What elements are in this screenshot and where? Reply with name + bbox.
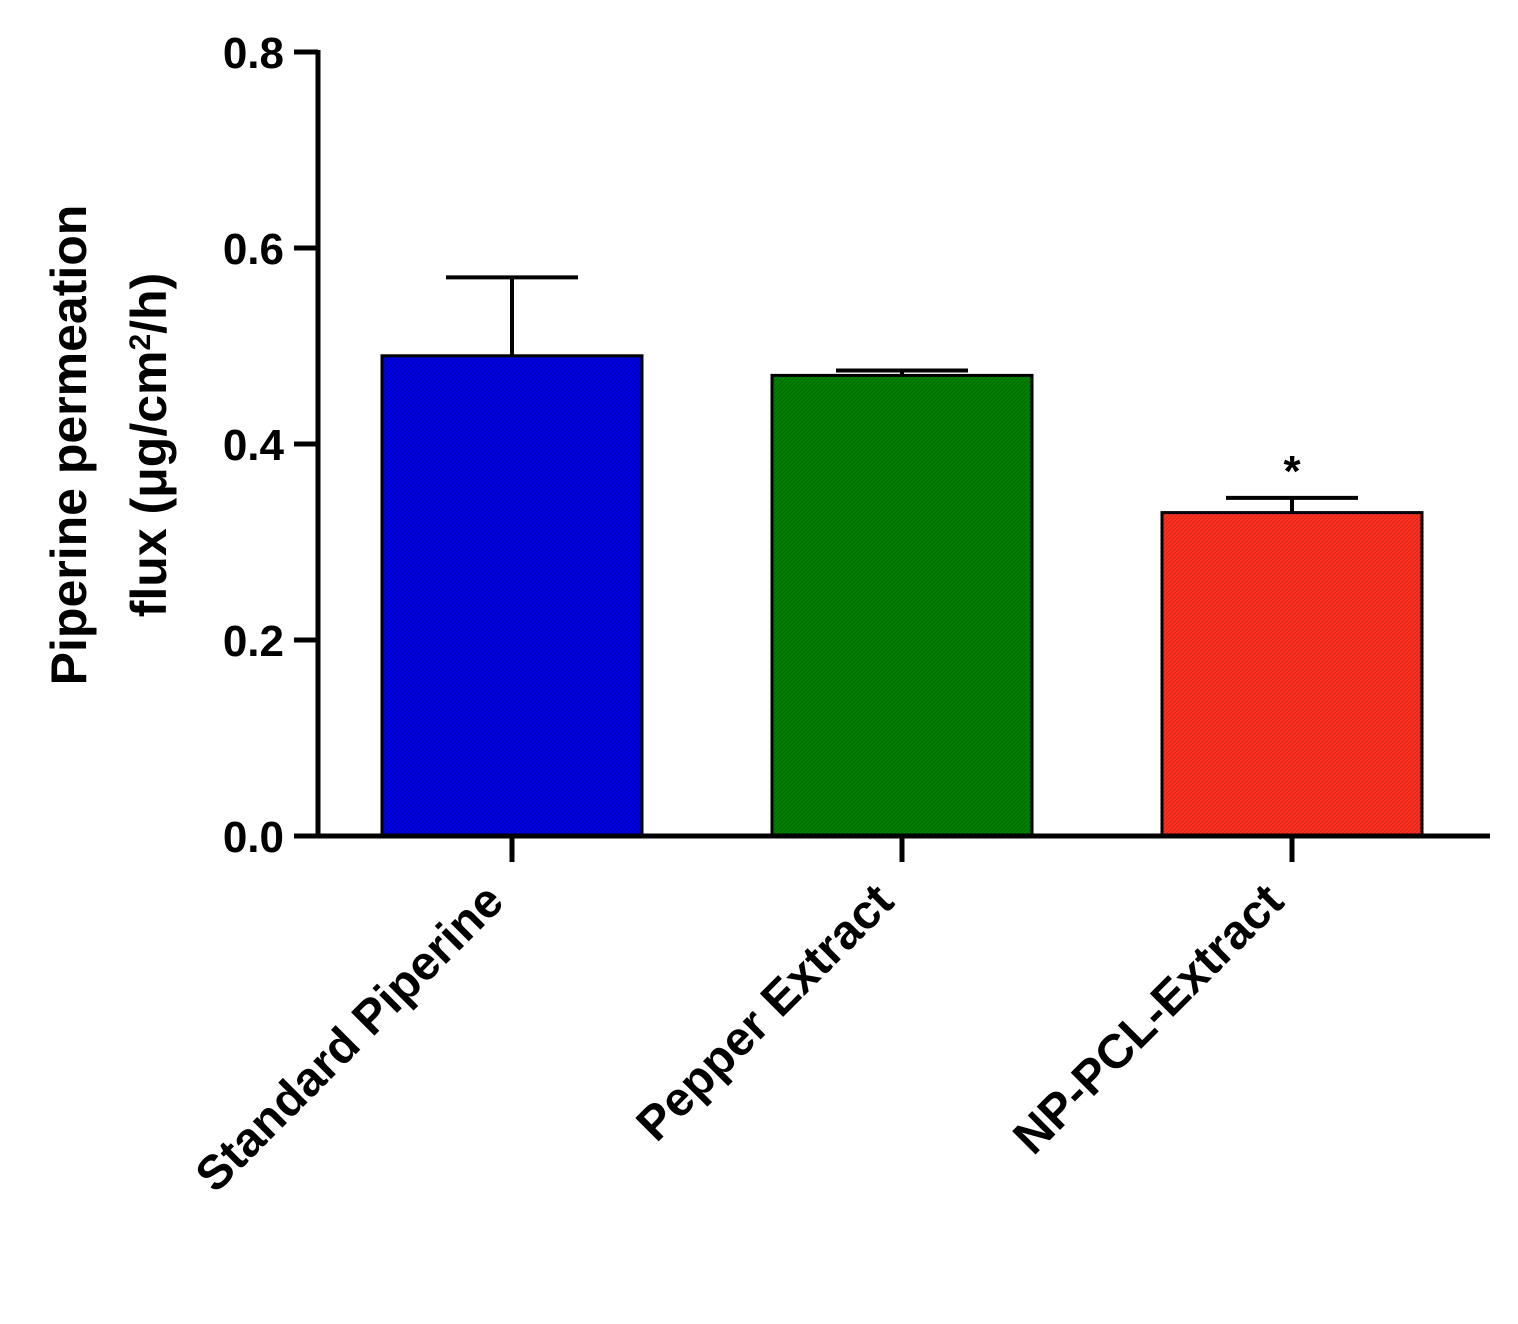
x-labels: Standard Piperine Pepper Extract NP-PCL-Ex… xyxy=(186,874,1294,1202)
x-tick-label-0: Standard Piperine xyxy=(186,874,514,1202)
y-tick-label-1: 0.2 xyxy=(223,617,284,666)
x-tick-label-1: Pepper Extract xyxy=(627,874,904,1151)
y-tick-label-3: 0.6 xyxy=(223,225,284,274)
y-axis-title-superscript: 2 xyxy=(124,334,157,351)
bars xyxy=(380,354,1424,838)
y-tick-label-4: 0.8 xyxy=(223,29,284,78)
y-axis-title-line1: Piperine permeation xyxy=(41,205,97,686)
y-axis-title-line2-suffix: /h) xyxy=(121,273,177,334)
error-bars xyxy=(446,275,1358,513)
annotations: * xyxy=(1283,447,1301,496)
y-axis-title-line2: flux (μg/cm2/h) xyxy=(121,273,177,618)
y-ticks: 0.0 0.2 0.4 0.6 0.8 xyxy=(223,29,318,862)
x-tick-label-2: NP-PCL-Extract xyxy=(1004,874,1294,1164)
significance-annotation-2: * xyxy=(1283,447,1301,496)
y-axis-title: Piperine permeation flux (μg/cm2/h) xyxy=(41,205,177,686)
y-axis-title-line2-prefix: flux (μg/cm xyxy=(121,351,177,618)
bar-0 xyxy=(380,354,644,838)
y-tick-label-2: 0.4 xyxy=(223,421,285,470)
y-tick-label-0: 0.0 xyxy=(223,813,284,862)
bar-1 xyxy=(770,373,1034,838)
bar-2 xyxy=(1160,511,1424,838)
